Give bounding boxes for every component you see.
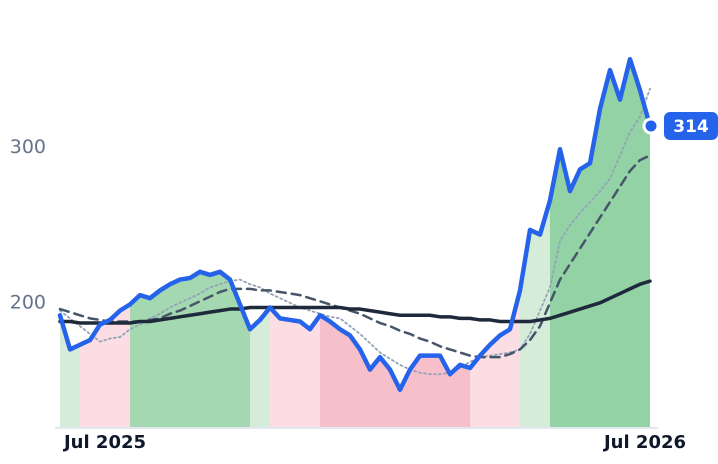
region-fill <box>60 315 80 427</box>
x-tick-label: Jul 2025 <box>62 432 146 453</box>
last-point <box>642 117 660 135</box>
region-fill <box>270 307 320 427</box>
y-tick-label: 300 <box>10 136 46 158</box>
region-fill <box>130 271 250 427</box>
region-fill <box>250 307 270 427</box>
y-tick-label: 200 <box>10 291 46 313</box>
region-fill <box>80 304 130 427</box>
series-line <box>58 279 652 325</box>
last-value-badge <box>664 111 718 140</box>
region-fill <box>470 290 520 427</box>
x-tick-label: Jul 2026 <box>602 432 686 453</box>
region-fill <box>320 315 470 427</box>
region-fill <box>550 59 650 427</box>
series-line <box>57 56 653 393</box>
last-value-label: 314 <box>673 117 709 137</box>
series-line <box>59 87 651 376</box>
